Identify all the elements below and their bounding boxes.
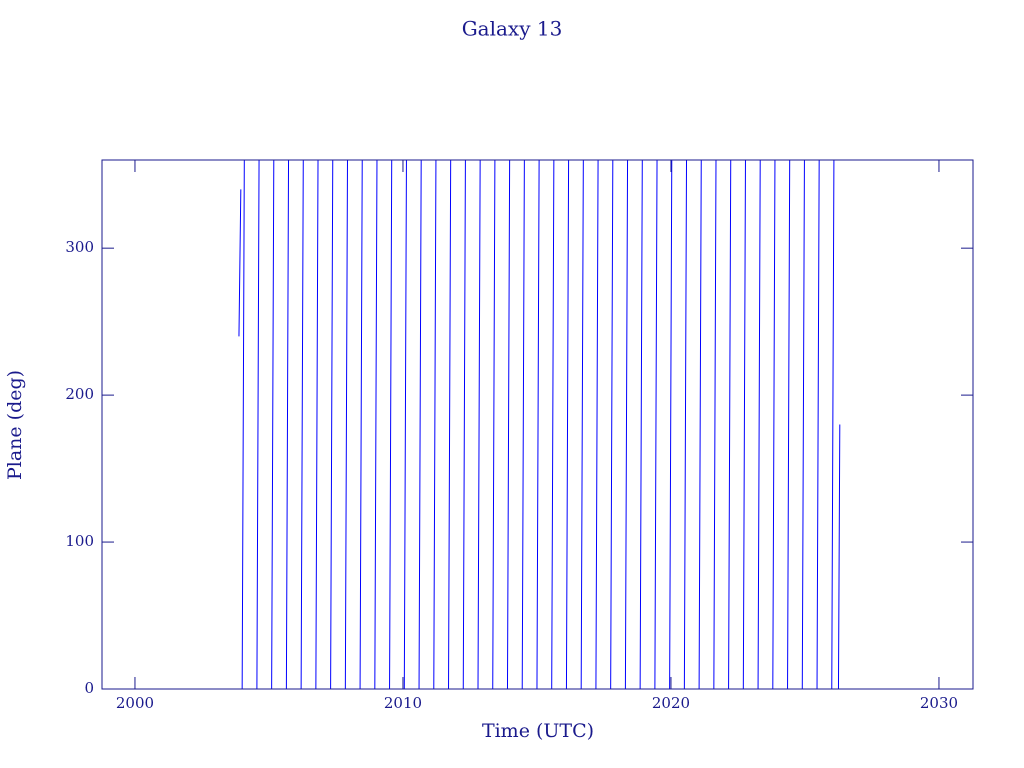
plot-frame [101, 159, 974, 690]
x-tick-label: 2020 [652, 694, 690, 712]
y-tick-label: 100 [65, 532, 94, 550]
data-line [238, 160, 841, 689]
y-tick-label: 0 [84, 679, 94, 697]
x-tick-label: 2030 [920, 694, 958, 712]
plot-area [238, 160, 841, 689]
y-axis-label: Plane (deg) [4, 370, 26, 480]
x-tick-label: 2010 [384, 694, 422, 712]
x-tick-label: 2000 [116, 694, 154, 712]
chart-title: Galaxy 13 [462, 17, 563, 41]
y-tick-label: 300 [65, 238, 94, 256]
x-axis-label: Time (UTC) [482, 720, 594, 742]
y-tick-label: 200 [65, 385, 94, 403]
